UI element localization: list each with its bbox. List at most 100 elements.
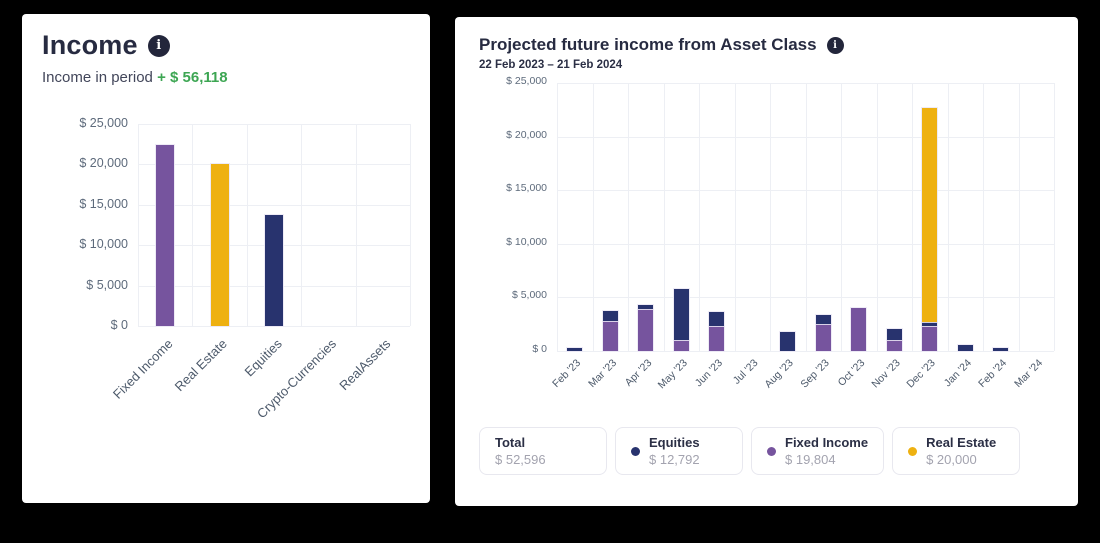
legend-label: Equities xyxy=(649,435,700,450)
bar-segment[interactable] xyxy=(210,164,229,326)
gridline xyxy=(1018,83,1020,351)
y-tick-label: $ 20,000 xyxy=(79,156,128,171)
income-subtitle: Income in period + $ 56,118 xyxy=(42,69,410,86)
x-tick-label: Dec '23 xyxy=(904,357,939,391)
legend-item-fixed-income[interactable]: Fixed Income $ 19,804 xyxy=(751,427,885,475)
x-tick-label: Mar '24 xyxy=(1011,357,1045,391)
projection-stacked-bar-chart: $ 0 $ 5,000 $ 10,000 $ 15,000 $ 20,000 $ 25,0… xyxy=(479,75,1055,409)
bar-segment[interactable] xyxy=(638,309,654,351)
x-axis-labels: Feb '23 Mar '23 Apr '23 May '23 Jun '23 Jul '… xyxy=(550,351,1054,409)
legend-dot xyxy=(631,446,640,456)
legend-value: $ 20,000 xyxy=(926,452,977,467)
y-axis: $ 0 $ 5,000 $ 10,000 $ 15,000 $ 20,000 $ 25,0… xyxy=(479,75,557,409)
legend-item-equities[interactable]: Equities $ 12,792 xyxy=(615,427,743,475)
x-tick-label: Jan '24 xyxy=(941,357,974,390)
x-tick-label: May '23 xyxy=(655,357,690,392)
income-panel: Income i Income in period + $ 56,118 $ 0… xyxy=(22,14,430,503)
plot-area-wrap: Feb '23 Mar '23 Apr '23 May '23 Jun '23 Jul '… xyxy=(550,83,1055,409)
bar-segment[interactable] xyxy=(780,331,796,351)
legend-label: Total xyxy=(495,435,526,450)
plot-area xyxy=(557,83,1055,352)
gridline xyxy=(805,83,807,351)
bar-segment[interactable] xyxy=(922,326,938,351)
bar-segment[interactable] xyxy=(886,328,902,341)
gridline xyxy=(138,124,410,125)
gridline xyxy=(192,124,194,326)
legend-label: Real Estate xyxy=(926,435,997,450)
bar-segment[interactable] xyxy=(851,308,867,351)
info-icon[interactable]: i xyxy=(826,36,844,54)
y-tick-label: $ 25,000 xyxy=(79,116,128,130)
legend-dot xyxy=(908,446,918,456)
x-tick-label: Real Estate xyxy=(172,336,231,395)
income-panel-title: Income xyxy=(42,30,138,60)
y-tick-label: $ 20,000 xyxy=(506,128,547,141)
dashboard: Income i Income in period + $ 56,118 $ 0… xyxy=(22,14,1078,506)
income-period-value: + $ 56,118 xyxy=(157,69,228,86)
bar-segment[interactable] xyxy=(993,348,1009,351)
gridline xyxy=(770,83,771,351)
gridline xyxy=(557,351,1054,352)
x-tick-label: RealAssets xyxy=(336,336,394,394)
bar-segment[interactable] xyxy=(638,304,654,310)
income-panel-header: Income i xyxy=(42,30,410,61)
gridline xyxy=(876,83,878,351)
gridline xyxy=(355,124,357,326)
bar-segment[interactable] xyxy=(673,288,689,341)
gridline xyxy=(592,83,594,351)
gridline xyxy=(301,124,303,326)
x-tick-label: Jun '23 xyxy=(693,357,726,390)
x-axis-labels: Fixed Income Real Estate Equities Crypto-Cu… xyxy=(110,326,410,456)
gridline xyxy=(628,83,629,351)
gridline xyxy=(1054,83,1055,351)
bar-segment[interactable] xyxy=(709,311,725,327)
legend-dot xyxy=(767,446,776,456)
bar-segment[interactable] xyxy=(815,324,831,351)
y-tick-label: $ 0 xyxy=(532,343,547,355)
bar-segment[interactable] xyxy=(602,320,618,351)
gridline xyxy=(138,124,139,326)
legend-value: $ 52,596 xyxy=(495,452,546,467)
x-tick-label: Equities xyxy=(241,336,285,380)
legend-label: Fixed Income xyxy=(785,435,869,450)
x-tick-label: Nov '23 xyxy=(869,357,903,391)
gridline xyxy=(912,83,913,351)
legend-item-real-estate[interactable]: Real Estate $ 20,000 xyxy=(892,427,1021,475)
y-tick-label: $ 15,000 xyxy=(79,196,128,211)
gridline xyxy=(138,204,410,206)
x-tick-label: Jul '23 xyxy=(731,357,761,387)
legend-item-total[interactable]: Total $ 52,596 xyxy=(479,427,607,475)
bar-segment[interactable] xyxy=(156,144,175,326)
projection-panel: Projected future income from Asset Class… xyxy=(455,17,1078,506)
gridline xyxy=(734,83,736,351)
x-tick-label: Oct '23 xyxy=(835,357,868,389)
legend-value: $ 19,804 xyxy=(785,452,836,467)
bar-segment[interactable] xyxy=(567,348,583,351)
y-tick-label: $ 5,000 xyxy=(511,289,547,302)
x-tick-label: Mar '23 xyxy=(585,357,619,391)
bar-segment[interactable] xyxy=(265,215,283,326)
plot-area-wrap: Fixed Income Real Estate Equities Crypto-Cu… xyxy=(110,124,411,456)
income-bar-chart: $ 0 $ 5,000 $ 10,000 $ 15,000 $ 20,000 $ 25,0… xyxy=(42,116,411,456)
x-tick-label: Sep '23 xyxy=(798,357,832,391)
bar-segment[interactable] xyxy=(922,322,938,327)
bar-segment[interactable] xyxy=(602,310,618,321)
bar-segment[interactable] xyxy=(922,107,938,323)
projection-panel-title: Projected future income from Asset Class xyxy=(479,35,817,54)
bar-segment[interactable] xyxy=(886,340,902,351)
bar-segment[interactable] xyxy=(709,326,725,351)
y-tick-label: $ 25,000 xyxy=(506,75,547,87)
chart-legend: Total $ 52,596 Equities $ 12,792 Fixed I… xyxy=(479,427,1054,475)
info-icon[interactable]: i xyxy=(147,34,170,57)
x-tick-label: Aug '23 xyxy=(762,357,797,391)
gridline xyxy=(557,83,558,351)
y-tick-label: $ 0 xyxy=(110,318,128,332)
bar-segment[interactable] xyxy=(815,314,831,325)
x-tick-label: Feb '24 xyxy=(976,357,1010,391)
legend-value: $ 12,792 xyxy=(649,452,700,467)
bar-segment[interactable] xyxy=(957,344,973,351)
bar-segment[interactable] xyxy=(673,340,689,351)
gridline xyxy=(138,164,410,166)
gridline xyxy=(663,83,665,351)
gridline xyxy=(983,83,984,351)
